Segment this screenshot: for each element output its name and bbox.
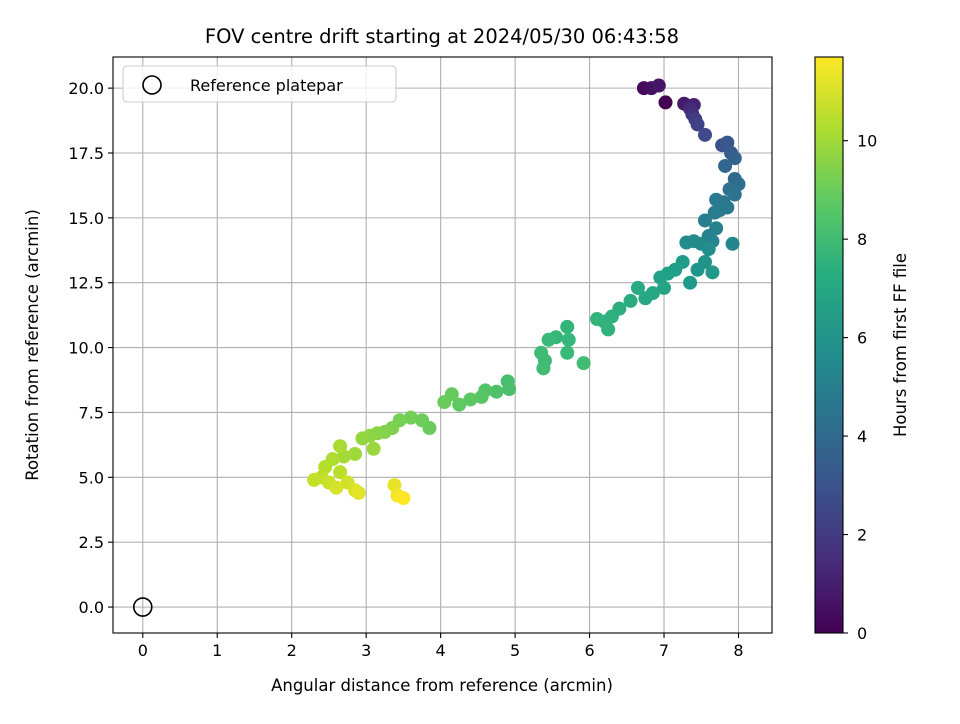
data-point bbox=[697, 127, 712, 142]
data-point bbox=[690, 262, 705, 277]
data-point bbox=[697, 213, 712, 228]
data-point bbox=[348, 446, 363, 461]
colorbar-tick-label: 2 bbox=[857, 526, 867, 545]
x-tick-label: 3 bbox=[361, 641, 371, 660]
data-point bbox=[707, 205, 722, 220]
y-tick-label: 5.0 bbox=[79, 468, 104, 487]
data-point bbox=[541, 332, 556, 347]
data-point bbox=[333, 439, 348, 454]
x-axis-label: Angular distance from reference (arcmin) bbox=[271, 676, 613, 695]
reference-point bbox=[132, 597, 153, 617]
data-point bbox=[590, 312, 605, 327]
colorbar bbox=[814, 56, 844, 634]
data-point bbox=[651, 78, 666, 93]
data-points bbox=[307, 78, 746, 506]
x-tick-label: 6 bbox=[584, 641, 594, 660]
y-tick-label: 17.5 bbox=[68, 144, 104, 163]
data-point bbox=[463, 392, 478, 407]
legend-marker-icon bbox=[142, 75, 162, 95]
legend-box bbox=[122, 65, 397, 103]
chart-title: FOV centre drift starting at 2024/05/30 … bbox=[205, 25, 679, 48]
y-tick-label: 0.0 bbox=[79, 598, 104, 617]
data-point bbox=[351, 485, 366, 500]
data-point bbox=[536, 361, 551, 376]
data-point bbox=[561, 332, 576, 347]
data-point bbox=[709, 192, 724, 207]
data-point bbox=[720, 200, 735, 215]
legend: Reference platepar bbox=[122, 65, 397, 103]
plot-frame bbox=[112, 56, 773, 634]
y-tick-label: 15.0 bbox=[68, 209, 104, 228]
data-point bbox=[452, 397, 467, 412]
colorbar-tick-label: 4 bbox=[857, 427, 867, 446]
data-point bbox=[396, 491, 411, 506]
data-point bbox=[630, 280, 645, 295]
data-point bbox=[705, 265, 720, 280]
data-point bbox=[576, 356, 591, 371]
x-tick-label: 2 bbox=[287, 641, 297, 660]
data-point bbox=[355, 431, 370, 446]
data-point bbox=[329, 480, 344, 495]
data-point bbox=[727, 151, 742, 166]
grid bbox=[113, 57, 772, 633]
data-point bbox=[727, 187, 742, 202]
data-point bbox=[683, 275, 698, 290]
data-point bbox=[658, 95, 673, 110]
y-axis-ticks: 0.0 2.5 5.0 7.5 10.0 12.5 15.0 17.5 20.0 bbox=[68, 79, 113, 617]
data-point bbox=[366, 441, 381, 456]
colorbar-ticks: 0 2 4 6 8 10 bbox=[843, 132, 877, 643]
data-point bbox=[701, 242, 716, 256]
data-point bbox=[560, 319, 575, 334]
data-point bbox=[489, 384, 504, 399]
data-point bbox=[474, 389, 489, 404]
colorbar-tick-label: 8 bbox=[857, 230, 867, 249]
data-point bbox=[601, 322, 616, 337]
data-point bbox=[307, 472, 322, 487]
y-axis-label: Rotation from reference (arcmin) bbox=[23, 209, 42, 481]
data-point bbox=[502, 382, 517, 397]
data-point bbox=[437, 395, 452, 410]
data-point bbox=[679, 235, 694, 250]
x-tick-label: 0 bbox=[138, 641, 148, 660]
data-point bbox=[690, 117, 705, 132]
y-tick-label: 12.5 bbox=[68, 274, 104, 293]
data-point bbox=[718, 158, 733, 173]
data-point bbox=[415, 413, 430, 428]
x-axis-ticks: 0 1 2 3 4 5 6 7 8 bbox=[138, 633, 744, 660]
data-point bbox=[725, 236, 740, 251]
data-point bbox=[403, 410, 418, 425]
data-point bbox=[657, 280, 672, 295]
colorbar-tick-label: 10 bbox=[857, 132, 877, 151]
y-tick-label: 10.0 bbox=[68, 339, 104, 358]
colorbar-tick-label: 6 bbox=[857, 329, 867, 348]
legend-entry: Reference platepar bbox=[190, 76, 343, 95]
data-point bbox=[560, 345, 575, 360]
x-tick-label: 5 bbox=[510, 641, 520, 660]
x-tick-label: 4 bbox=[436, 641, 446, 660]
colorbar-label: Hours from first FF file bbox=[891, 253, 910, 437]
data-point bbox=[333, 465, 348, 480]
x-tick-label: 1 bbox=[212, 641, 222, 660]
data-point bbox=[638, 291, 653, 306]
x-tick-label: 7 bbox=[659, 641, 669, 660]
y-tick-label: 20.0 bbox=[68, 79, 104, 98]
x-tick-label: 8 bbox=[733, 641, 743, 660]
data-point bbox=[623, 293, 638, 308]
y-tick-label: 7.5 bbox=[79, 403, 104, 422]
y-tick-label: 2.5 bbox=[79, 533, 104, 552]
colorbar-tick-label: 0 bbox=[857, 624, 867, 643]
